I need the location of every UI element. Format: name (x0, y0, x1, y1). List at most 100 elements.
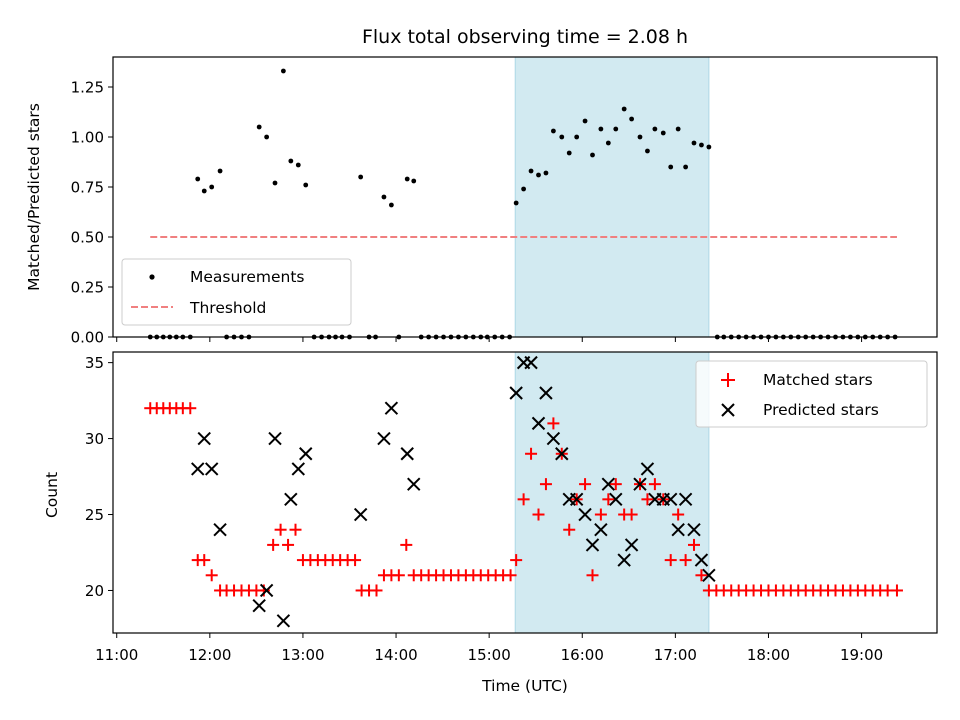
top-y-tick-label: 0.75 (71, 179, 104, 197)
measurement-point (683, 164, 689, 170)
matched-star-point (392, 569, 405, 582)
matched-star-point (349, 554, 362, 567)
x-axis-label: Time (UTC) (481, 677, 568, 695)
measurement-point (303, 182, 309, 188)
matched-star-point (641, 493, 654, 506)
predicted-star-point (539, 386, 553, 400)
matched-star-point (648, 478, 661, 491)
matched-star-point (586, 569, 599, 582)
measurement-point (629, 116, 635, 122)
predicted-star-stroke-b (585, 538, 600, 552)
measurement-point (217, 168, 223, 174)
predicted-star-stroke-b (284, 492, 298, 507)
matched-star-point (890, 584, 903, 597)
matched-star-point (579, 478, 592, 491)
predicted-star-point (678, 492, 693, 507)
bottom-series-predicted-stars (191, 355, 716, 628)
predicted-star-point (284, 492, 298, 507)
predicted-star-stroke-b (601, 477, 616, 491)
predicted-star-point (617, 553, 631, 567)
top-legend-box (121, 258, 352, 326)
predicted-star-stroke-b (400, 447, 414, 461)
measurement-point (598, 126, 604, 132)
matched-star-point (198, 554, 211, 567)
predicted-star-stroke-b (633, 477, 647, 491)
top-panel: 0.00 0.25 0.50 0.75 1.00 1.25 (71, 56, 938, 347)
measurement-point (536, 172, 541, 178)
predicted-star-stroke-b (213, 523, 227, 537)
predicted-star-stroke-b (671, 523, 685, 537)
predicted-star-stroke-b (640, 462, 655, 476)
measurement-point (590, 152, 595, 158)
predicted-star-stroke-b (377, 431, 391, 446)
predicted-star-stroke-b (524, 355, 538, 370)
predicted-star-point (687, 523, 701, 537)
predicted-star-point (291, 462, 305, 476)
bottom-legend-box (695, 360, 928, 428)
bottom-y-axis-label: Count (43, 472, 61, 518)
predicted-star-point (191, 462, 205, 476)
predicted-star-point (633, 477, 647, 491)
matched-star-point (400, 538, 413, 551)
bottom-axes-frame (112, 351, 938, 634)
measurement-point (411, 178, 417, 184)
matched-star-point (695, 569, 708, 582)
predicted-star-stroke-b (353, 507, 368, 522)
top-y-tick-label: 0.50 (71, 229, 104, 247)
measurement-point (404, 176, 410, 182)
x-tick-label: 11:00 (95, 646, 138, 664)
predicted-star-point (640, 462, 655, 476)
predicted-star-point (299, 447, 313, 461)
x-tick-label: 15:00 (468, 646, 511, 664)
predicted-star-stroke-b (291, 462, 305, 476)
measurement-point (582, 118, 588, 124)
measurement-point (559, 134, 565, 140)
predicted-star-stroke-b (191, 462, 205, 476)
predicted-star-stroke-b (594, 523, 608, 537)
predicted-star-stroke-b (268, 431, 282, 446)
predicted-star-point (197, 431, 211, 446)
legend-predicted-label: Predicted stars (763, 401, 879, 419)
matched-star-point (274, 523, 287, 536)
measurement-point (264, 134, 270, 140)
top-legend: Measurements Threshold (121, 258, 352, 326)
predicted-star-point (594, 523, 608, 537)
measurement-point (566, 150, 572, 156)
measurement-point (256, 124, 262, 130)
predicted-star-point (555, 447, 569, 461)
measurement-point (209, 184, 215, 190)
predicted-star-stroke-b (578, 507, 592, 522)
measurement-point (706, 144, 712, 150)
measurement-point (699, 142, 704, 148)
predicted-star-stroke-b (539, 386, 553, 400)
x-tick-label: 16:00 (561, 646, 604, 664)
legend-measurements-marker (149, 274, 155, 280)
predicted-star-point (377, 431, 391, 446)
legend-predicted-marker (721, 403, 735, 417)
top-axes-frame (112, 56, 938, 338)
measurement-point (550, 128, 556, 134)
measurement-point (637, 134, 643, 140)
measurement-point (388, 202, 394, 208)
bottom-observing-span (514, 351, 710, 634)
predicted-star-stroke-b (609, 492, 623, 507)
bottom-legend: Matched stars Predicted stars (695, 360, 928, 428)
x-tick-label: 12:00 (188, 646, 231, 664)
matched-star-point (687, 538, 700, 551)
matched-star-point (625, 508, 638, 521)
predicted-star-point (664, 492, 678, 507)
predicted-star-point (524, 355, 538, 370)
matched-star-point (664, 554, 677, 567)
predicted-star-point (601, 477, 616, 491)
bottom-y-tick-label: 25 (85, 506, 104, 524)
matched-star-point (267, 538, 280, 551)
matched-star-point (517, 493, 530, 506)
measurement-point (195, 176, 201, 182)
predicted-star-point (531, 416, 546, 431)
predicted-star-point (694, 553, 709, 567)
predicted-star-stroke-b (384, 401, 399, 415)
predicted-star-stroke-b (569, 492, 584, 507)
measurement-point (645, 148, 650, 154)
measurement-point (288, 158, 294, 164)
x-tick-label: 17:00 (654, 646, 697, 664)
